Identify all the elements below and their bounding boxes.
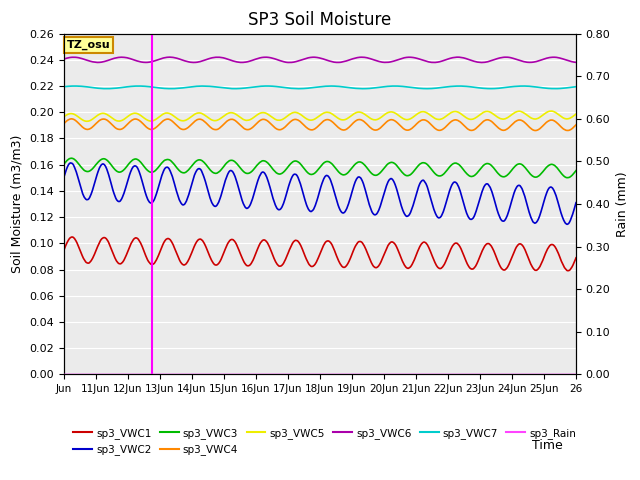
Y-axis label: Soil Moisture (m3/m3): Soil Moisture (m3/m3) (11, 135, 24, 273)
Legend: sp3_VWC1, sp3_VWC2, sp3_VWC3, sp3_VWC4, sp3_VWC5, sp3_VWC6, sp3_VWC7, sp3_Rain: sp3_VWC1, sp3_VWC2, sp3_VWC3, sp3_VWC4, … (69, 424, 580, 459)
Y-axis label: Rain (mm): Rain (mm) (616, 171, 629, 237)
Text: TZ_osu: TZ_osu (67, 40, 110, 50)
Title: SP3 Soil Moisture: SP3 Soil Moisture (248, 11, 392, 29)
Text: Time: Time (532, 439, 563, 452)
